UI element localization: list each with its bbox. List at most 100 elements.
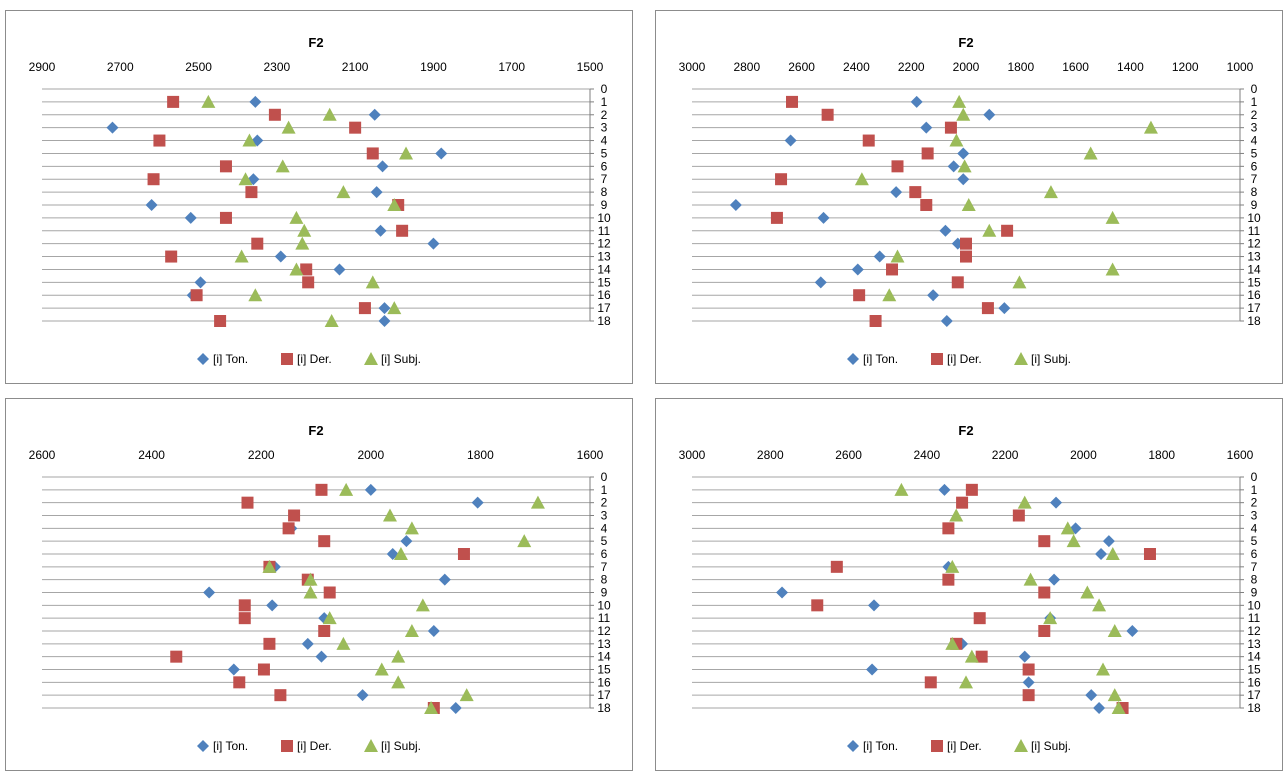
y-tick-label: 4 xyxy=(1251,134,1258,148)
y-tick-label: 9 xyxy=(1251,198,1258,212)
subj-point xyxy=(945,559,960,573)
y-tick-label: 16 xyxy=(597,288,611,302)
y-tick-label: 0 xyxy=(601,470,608,484)
x-tick-label: 1800 xyxy=(467,448,494,462)
y-tick-label: 15 xyxy=(597,275,611,289)
x-tick-label: 1700 xyxy=(498,60,525,74)
y-tick-label: 4 xyxy=(1251,521,1258,535)
y-tick-label: 10 xyxy=(1247,598,1261,612)
ton-point xyxy=(249,95,262,108)
subj-point xyxy=(336,636,351,650)
y-tick-label: 5 xyxy=(601,534,608,548)
ton-point xyxy=(427,237,440,250)
der-point xyxy=(956,496,969,509)
y-tick-label: 1 xyxy=(601,483,608,497)
ton-point xyxy=(983,108,996,121)
der-point xyxy=(457,548,470,560)
subj-point xyxy=(295,236,310,250)
ton-point xyxy=(227,663,240,676)
der-point xyxy=(318,625,331,637)
x-tick-label: 2500 xyxy=(185,60,212,74)
x-tick-label: 2900 xyxy=(29,60,56,74)
subj-point xyxy=(530,495,545,509)
der-point xyxy=(920,199,933,211)
legend-ton-marker xyxy=(197,353,209,365)
subj-point xyxy=(374,662,389,676)
ton-point xyxy=(776,586,789,599)
ton-point xyxy=(957,173,970,186)
y-tick-label: 11 xyxy=(1248,611,1261,625)
subj-point xyxy=(959,675,973,689)
ton-point xyxy=(435,147,448,160)
ton-point xyxy=(939,224,952,237)
der-point xyxy=(300,263,313,276)
ton-point xyxy=(814,276,827,289)
x-tick-label: 2100 xyxy=(342,60,369,74)
legend-subj-label: [i] Subj. xyxy=(381,739,421,753)
y-tick-label: 12 xyxy=(1247,624,1261,638)
x-tick-label: 2000 xyxy=(1070,448,1097,462)
subj-point xyxy=(303,585,318,599)
x-tick-label: 3000 xyxy=(679,448,706,462)
ton-point xyxy=(471,496,484,509)
legend-ton-marker xyxy=(847,740,859,752)
ton-point xyxy=(1126,625,1139,637)
y-tick-label: 16 xyxy=(1247,675,1261,689)
subj-point xyxy=(234,249,249,263)
y-tick-label: 2 xyxy=(601,108,608,122)
y-tick-label: 7 xyxy=(601,560,608,574)
x-tick-label: 2600 xyxy=(788,60,815,74)
y-tick-label: 12 xyxy=(597,237,611,251)
x-tick-label: 2300 xyxy=(264,60,291,74)
y-tick-label: 14 xyxy=(597,650,611,664)
der-point xyxy=(951,276,964,289)
der-point xyxy=(219,160,232,173)
legend-ton-label: [i] Ton. xyxy=(863,739,898,753)
ton-point xyxy=(301,637,314,650)
der-point xyxy=(960,250,972,263)
x-tick-label: 3000 xyxy=(679,60,706,74)
subj-point xyxy=(1043,611,1058,625)
subj-point xyxy=(1105,210,1120,224)
ton-point xyxy=(1095,548,1108,560)
ton-point xyxy=(927,289,940,302)
y-tick-label: 5 xyxy=(1251,534,1258,548)
der-point xyxy=(921,147,934,160)
legend-subj-marker xyxy=(364,352,378,365)
der-point xyxy=(1038,625,1051,637)
subj-point xyxy=(459,688,474,702)
subj-point xyxy=(242,133,257,147)
y-tick-label: 7 xyxy=(1251,172,1258,186)
ton-point xyxy=(951,237,964,250)
subj-point xyxy=(517,534,532,548)
x-tick-label: 1000 xyxy=(1227,60,1254,74)
ton-point xyxy=(274,250,287,263)
subj-point xyxy=(387,198,402,211)
ton-point xyxy=(266,599,279,612)
y-tick-label: 12 xyxy=(1247,237,1261,251)
der-point xyxy=(263,637,276,650)
chart-title: F2 xyxy=(308,35,323,50)
y-tick-label: 18 xyxy=(1247,314,1261,328)
der-point xyxy=(396,224,409,237)
ton-point xyxy=(184,211,197,224)
der-point xyxy=(238,599,251,612)
y-tick-label: 0 xyxy=(601,82,608,96)
ton-point xyxy=(998,302,1011,315)
ton-point xyxy=(873,250,886,263)
subj-point xyxy=(382,508,397,522)
x-tick-label: 2600 xyxy=(835,448,862,462)
der-point xyxy=(153,134,166,147)
f2-chart-panel-2: F2 3000 2800 2600 2400 2200 2000 1800 1600 1400 12… xyxy=(655,10,1283,384)
ton-point xyxy=(203,586,216,599)
ton-point xyxy=(940,315,953,327)
subj-point xyxy=(949,508,964,522)
y-tick-label: 16 xyxy=(597,675,611,689)
subj-point xyxy=(949,133,964,147)
der-point xyxy=(981,302,994,315)
y-tick-label: 11 xyxy=(1248,224,1261,238)
y-tick-label: 8 xyxy=(601,185,608,199)
subj-point xyxy=(952,94,967,108)
subj-point xyxy=(297,223,312,237)
y-tick-label: 15 xyxy=(597,663,611,677)
